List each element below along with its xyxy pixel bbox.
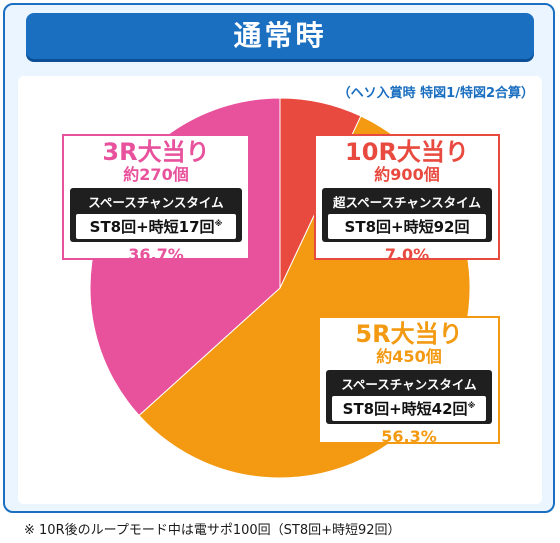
chart-subtitle: （ヘソ入賞時 特図1/特図2合算） — [337, 86, 534, 101]
slice-label-5r: 5R大当り — [355, 320, 463, 348]
mode-badge-5r: スペースチャンスタイム ST8回+時短42回※ — [326, 370, 492, 424]
st-note-5r: ※ — [467, 401, 476, 410]
st-text-3r: ST8回+時短17回 — [89, 218, 215, 236]
slice-percent-10r: 7.0% — [384, 245, 430, 264]
mode-name-10r: 超スペースチャンスタイム — [333, 195, 481, 210]
label-box-5r: 5R大当り 約450個 スペースチャンスタイム ST8回+時短42回※ 56.3… — [318, 316, 500, 446]
slice-label-10r: 10R大当り — [345, 138, 469, 166]
mode-badge-10r: 超スペースチャンスタイム ST8回+時短92回 — [322, 188, 492, 242]
slice-label-3r: 3R大当り — [102, 138, 210, 166]
st-info-3r: ST8回+時短17回※ — [76, 214, 236, 239]
page-title: 通常時 — [233, 19, 327, 52]
header-bar: 通常時 — [26, 13, 534, 59]
slice-percent-5r: 56.3% — [381, 427, 437, 446]
st-info-10r: ST8回+時短92回 — [328, 214, 486, 239]
label-box-3r: 3R大当り 約270個 スペースチャンスタイム ST8回+時短17回※ 36.7… — [62, 134, 250, 264]
slice-percent-3r: 36.7% — [128, 245, 184, 264]
footnote: ※ 10R後のループモード中は電サポ100回（ST8回+時短92回） — [24, 523, 401, 538]
st-text-5r: ST8回+時短42回 — [342, 400, 468, 418]
mode-name-5r: スペースチャンスタイム — [341, 377, 477, 392]
st-note-3r: ※ — [214, 219, 223, 228]
slice-count-10r: 約900個 — [374, 165, 440, 184]
slice-count-5r: 約450個 — [376, 347, 442, 366]
mode-name-3r: スペースチャンスタイム — [88, 195, 224, 210]
st-info-5r: ST8回+時短42回※ — [332, 396, 486, 421]
mode-badge-3r: スペースチャンスタイム ST8回+時短17回※ — [70, 188, 242, 242]
label-box-10r: 10R大当り 約900個 超スペースチャンスタイム ST8回+時短92回 7.0… — [314, 134, 500, 264]
slice-count-3r: 約270個 — [123, 165, 189, 184]
st-text-10r: ST8回+時短92回 — [344, 218, 470, 236]
